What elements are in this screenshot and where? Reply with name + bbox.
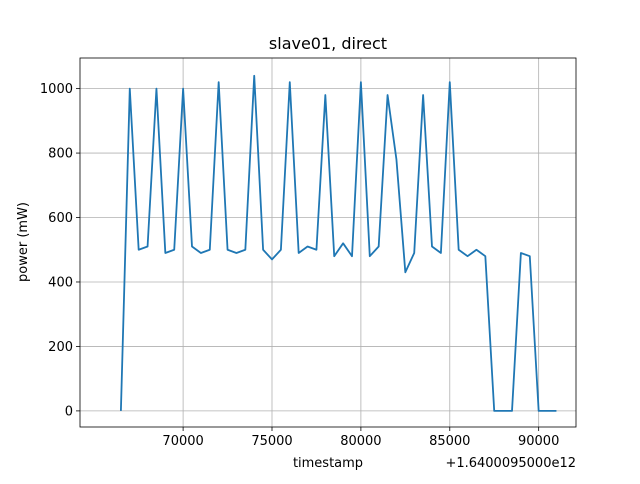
y-tick-label: 400	[48, 275, 73, 290]
x-axis-ticks: 70000 75000 80000 85000 90000	[162, 427, 559, 449]
series-layer	[119, 74, 557, 412]
x-tick-label: 85000	[429, 434, 470, 449]
x-tick-label: 70000	[162, 434, 203, 449]
series-line-0	[119, 74, 557, 412]
x-tick-label: 80000	[340, 434, 381, 449]
y-tick-label: 200	[48, 340, 73, 355]
x-tick-label: 90000	[518, 434, 559, 449]
grid-lines	[80, 58, 576, 427]
x-tick-label: 75000	[251, 434, 292, 449]
y-axis-label: power (mW)	[16, 202, 31, 282]
x-axis-offset-label: +1.6400095000e12	[445, 456, 576, 471]
x-axis-label: timestamp	[293, 456, 363, 471]
y-tick-label: 800	[48, 147, 73, 162]
y-axis-ticks: 0 200 400 600 800 1000	[40, 82, 80, 419]
y-tick-label: 1000	[40, 82, 73, 97]
y-tick-label: 0	[65, 404, 73, 419]
plot-frame	[79, 57, 577, 428]
y-tick-label: 600	[48, 211, 73, 226]
chart-title: slave01, direct	[269, 34, 387, 53]
